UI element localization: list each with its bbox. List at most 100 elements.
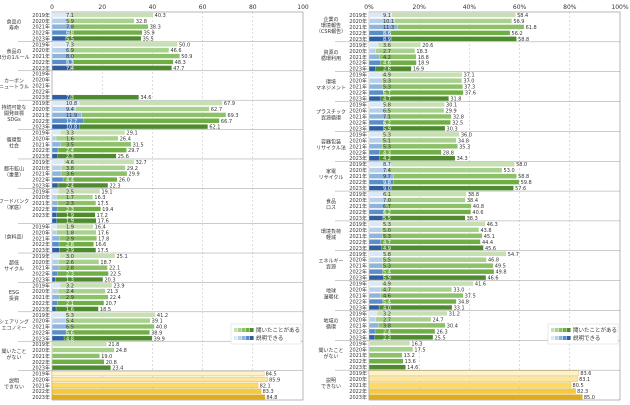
panel-0-group-label-line: 超低 [9,260,19,267]
panel-0-legend-label-explain: 説明できる [256,334,283,342]
panel-1-value-explain: 4.7 [383,240,391,246]
panel-1-bar-explain [368,269,383,275]
panel-1-value-heard: 25.5 [435,335,446,341]
panel-0-group-label: 循環型社会 [6,136,21,149]
panel-0-value-heard: 83.3 [263,389,274,395]
panel-1-bar-explain [368,328,376,334]
panel-1-group-label: 環境負荷軽減 [321,228,341,241]
panel-0-bar-explain [51,147,59,153]
panel-0-value-heard: 20.7 [105,301,116,307]
panel-0-year-label: 2021年 [32,382,50,389]
panel-1-group-label-line: （CSR報告） [316,28,346,35]
panel-1-value-heard: 58.8 [518,174,529,180]
panel-1-year-label: 2023年 [349,96,367,103]
panel-0-group-label-line: （重量） [4,172,24,179]
panel-0-bar-explain [51,224,57,230]
panel-1-value-explain: 5.9 [383,276,391,282]
panel-1-value-explain: 11.3 [383,25,394,31]
panel-0-value-heard: 29.1 [127,131,138,137]
panel-1-legend-swatch-explain [555,336,559,340]
panel-1-bar-explain [368,203,386,209]
panel-1-legend-label-explain: 説明できる [573,334,600,342]
panel-0-bar-explain [51,212,57,218]
panel-0-value-explain: 1.8 [66,230,74,236]
panel-0-value-explain: 2.1 [66,301,74,307]
panel-0-year-label: 2022年 [32,271,50,278]
panel-1-x-tick: 20% [413,4,427,11]
panel-0-value-heard: 50.0 [179,42,190,48]
panel-0-year-label: 2020年 [32,318,50,325]
panel-0-bar-heard [51,276,104,282]
panel-0-year-label: 2023年 [32,335,50,342]
panel-1-legend-label-heard: 聞いたことがある [573,326,617,334]
panel-0-year-label: 2021年 [32,265,50,272]
panel-1-group-label-line: 循環利用 [321,55,341,62]
panel-0-group-label-line: 社会 [9,142,19,149]
panel-1-value-explain: 2.7 [383,49,391,55]
panel-0-year-label: 2020年 [32,194,50,201]
panel-1-bar-heard [368,370,579,376]
panel-0-year-label: 2023年 [32,306,50,313]
panel-0-value-explain: 10.8 [66,125,77,131]
panel-0-year-label: 2019年 [32,100,50,107]
panel-0-value-explain: 2.5 [66,189,74,195]
panel-1-year-label: 2020年 [349,197,367,204]
panel-0-group-label: 説明できない [4,377,24,390]
panel-0-bar-explain [51,206,58,212]
panel-0-year-label: 2021年 [32,24,50,31]
panel-1-year-label: 2023年 [349,36,367,43]
panel-0-group-label: ESG 投資 [9,290,19,302]
panel-1-value-explain: 5.3 [383,79,391,85]
panel-1-year-label: 2019年 [349,340,367,347]
panel-1-value-heard: 45.6 [485,246,496,252]
panel-0-bar-heard [51,135,119,141]
panel-0-value-heard: 38.3 [150,25,161,31]
panel-1-year-label: 2022年 [349,299,367,306]
panel-0-bar-explain [51,35,66,41]
panel-1-value-explain: 5.3 [383,85,391,91]
panel-1-bar-explain [368,167,388,173]
panel-1-year-label: 2023年 [349,304,367,311]
panel-1-value-explain: 4.7 [383,97,391,103]
panel-0-year-label: 2019年 [32,159,50,166]
panel-1-x-tick: 40% [463,4,477,11]
panel-0-year-label: 2022年 [32,329,50,336]
panel-1-year-label: 2021年 [349,24,367,31]
panel-1-group-label: 家電リサイクル [319,168,344,181]
panel-0-legend-label-heard: 聞いたことがある [256,326,300,334]
panel-1-group-label-line: 容器包装 [321,138,341,145]
panel-1-value-heard: 44.4 [482,240,493,246]
panel-0-value-explain: 2.9 [66,236,74,242]
panel-1-bar-explain [368,304,380,311]
panel-0-year-label: 2022年 [32,241,50,248]
panel-1-value-explain: 4.9 [383,282,391,288]
panel-0-value-explain: 4.4 [66,178,74,184]
panel-1-value-heard: 58.4 [517,13,528,19]
panel-1-value-heard: 49.5 [495,264,506,270]
panel-0-group-label-line: 説明 [9,377,19,384]
panel-1-year-label: 2019年 [349,12,367,19]
panel-1-value-heard: 85.0 [584,395,595,401]
panel-0-year-label: 2019年 [32,371,50,378]
panel-0-bar-heard [51,382,259,388]
panel-1-bar-explain [368,131,383,137]
panel-1-group-label: 容器包装リサイクル法 [316,138,346,151]
panel-0-value-explain: 2.4 [66,183,74,189]
panel-0-value-explain: 7.8 [66,25,74,31]
panel-0-bar-explain [51,335,65,341]
panel-1-group-label-line: がない [323,353,338,360]
panel-0-value-heard: 47.7 [173,66,184,72]
panel-1-group-label-line: 軽減 [326,234,336,241]
panel-1-bar-explain [368,322,379,328]
panel-0-x-tick: 60 [199,4,207,11]
panel-0-value-heard: 19.4 [102,207,113,213]
panel-1-bar-explain [368,107,386,114]
panel-1-value-explain: 2.6 [383,67,391,73]
panel-0-bar-explain [51,171,62,177]
panel-1-value-explain: 9.7 [383,174,391,180]
panel-0-value-explain: 3.6 [66,172,74,178]
panel-1-bar-explain [368,239,381,245]
panel-1-bar-explain [368,221,383,227]
panel-1-value-explain: 2.4 [383,329,391,335]
panel-1-bar-explain [368,215,383,221]
